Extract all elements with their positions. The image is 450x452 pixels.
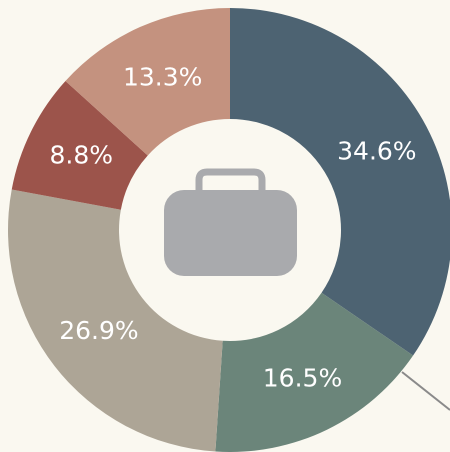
value-label: 16.5% — [263, 363, 342, 392]
briefcase-icon — [164, 168, 297, 276]
labels: 34.6% 16.5% 26.9% 8.8% 13.3% — [49, 62, 416, 392]
slice — [230, 8, 450, 356]
slice — [11, 80, 148, 210]
slice — [215, 292, 414, 452]
value-label: 34.6% — [337, 137, 416, 166]
value-label: 13.3% — [123, 62, 202, 91]
slices — [7, 8, 450, 452]
value-label: 26.9% — [59, 316, 138, 345]
slice — [65, 8, 231, 156]
slice — [7, 189, 223, 452]
leader-line — [401, 371, 450, 411]
value-label: 8.8% — [49, 140, 113, 169]
